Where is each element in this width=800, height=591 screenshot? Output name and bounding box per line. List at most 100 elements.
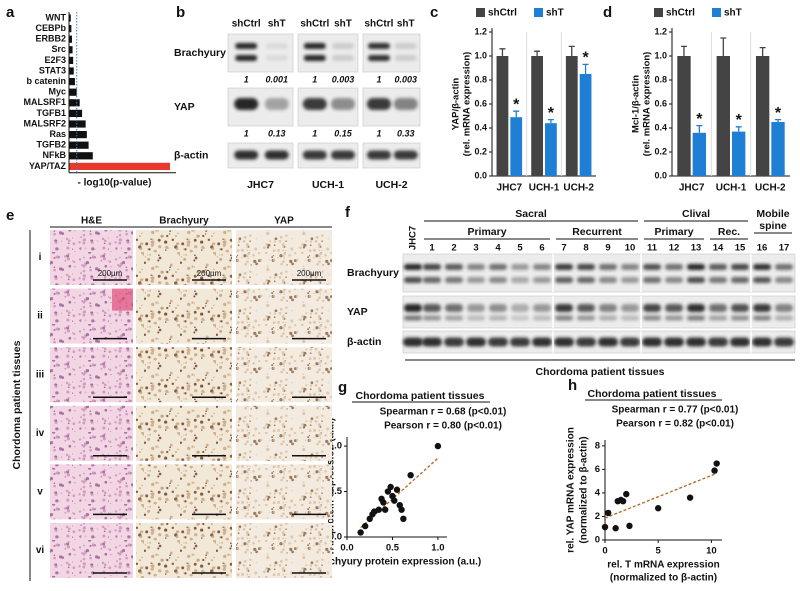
band: [332, 43, 354, 49]
category-label: MALSRF1: [24, 97, 67, 107]
band: [366, 150, 391, 160]
band: [366, 98, 391, 110]
subtitle: Spearman r = 0.77 (p<0.01): [612, 405, 739, 416]
subgroup-label: Primary: [467, 226, 506, 238]
protein-label: β-actin: [347, 336, 381, 348]
bar: [69, 67, 74, 75]
band: [555, 315, 573, 321]
blot-frame: [362, 33, 421, 73]
category-label: UCH-1: [529, 183, 560, 194]
band: [687, 264, 705, 270]
band: [444, 337, 464, 347]
subtitle: Spearman r = 0.68 (p<0.01): [380, 407, 507, 418]
band: [331, 98, 355, 110]
quantification: 0.003: [332, 74, 355, 84]
band: [445, 304, 463, 312]
category-label: Myc: [48, 87, 66, 97]
band: [731, 304, 749, 312]
quantification: 1: [312, 74, 317, 84]
y-tick-label: 4: [595, 487, 601, 498]
y-tick-label: 1.2: [474, 26, 487, 36]
error-bar: [720, 37, 727, 56]
legend-swatch: [476, 8, 485, 17]
scale-label: 200µm: [297, 269, 322, 278]
y-tick-label: 0.8: [654, 74, 667, 84]
y-tick-label: 2: [595, 511, 600, 522]
point: [361, 522, 369, 530]
tissue-image: [236, 464, 332, 520]
panel-label: g: [338, 379, 347, 396]
band: [620, 337, 640, 347]
significance-mark: *: [548, 105, 555, 122]
point: [711, 467, 718, 474]
tissue-image: [50, 347, 133, 403]
bar: [692, 132, 707, 176]
error-bar: [547, 118, 554, 124]
y-tick-label: 1.0: [474, 50, 487, 60]
point: [381, 506, 389, 513]
x-axis-label: - log10(p-value): [78, 177, 152, 188]
category-label: Ras: [49, 129, 66, 139]
lane-label: 3: [473, 243, 478, 254]
band: [775, 277, 793, 283]
quantification: 0.33: [397, 128, 415, 138]
band: [621, 264, 639, 270]
y-axis-label: (rel. mRNA expression): [642, 52, 653, 157]
band: [302, 150, 327, 160]
lane-label: 11: [647, 243, 658, 254]
subgroup-label: Rec.: [718, 226, 740, 238]
band: [555, 277, 573, 283]
error-bar: [680, 45, 687, 56]
band: [775, 264, 793, 270]
bar: [565, 56, 578, 176]
bar: [69, 88, 77, 96]
band: [367, 43, 390, 49]
group-label: Sacral: [515, 208, 547, 220]
band: [576, 337, 596, 347]
band: [511, 277, 529, 283]
point: [654, 505, 662, 512]
band: [404, 315, 422, 321]
band: [445, 277, 463, 283]
point: [391, 497, 398, 504]
subgroup-label: Primary: [654, 226, 693, 238]
point: [601, 523, 609, 531]
chart-title: Chordoma patient tissues: [588, 388, 717, 400]
band: [265, 43, 288, 49]
band: [687, 315, 705, 321]
footer-label: Chordoma patient tissues: [536, 366, 665, 378]
row-label: ii: [37, 311, 43, 322]
error-bar: [534, 50, 541, 56]
x-tick-label: 0.5: [386, 543, 400, 554]
band: [404, 304, 422, 312]
quantification: 1: [376, 128, 381, 138]
subgroup-label: Recurrent: [572, 226, 622, 238]
legend-label: shCtrl: [488, 8, 517, 19]
bar: [69, 162, 171, 170]
significance-mark: *: [582, 50, 589, 67]
point: [357, 529, 364, 536]
band: [394, 55, 417, 61]
band: [665, 277, 683, 283]
band: [467, 277, 485, 283]
significance-mark: *: [736, 112, 743, 129]
row-label: iv: [36, 428, 45, 439]
point: [626, 522, 633, 530]
y-axis-label: (normalized to β-actin): [579, 436, 590, 543]
lane-label: 8: [583, 243, 588, 254]
y-tick-label: 0.4: [654, 122, 667, 132]
bar: [69, 46, 73, 54]
band: [533, 264, 551, 270]
cell-line-label: UCH-1: [312, 179, 344, 191]
error-bar: [513, 110, 520, 118]
bar: [531, 56, 543, 176]
error-bar: [735, 126, 742, 132]
point: [434, 442, 442, 450]
lane-label: 4: [495, 243, 501, 254]
protein-label: Brachyury: [347, 267, 399, 279]
y-tick-label: 0.8: [474, 74, 487, 84]
band: [731, 264, 749, 270]
band: [577, 277, 595, 283]
column-header: YAP: [274, 216, 294, 227]
